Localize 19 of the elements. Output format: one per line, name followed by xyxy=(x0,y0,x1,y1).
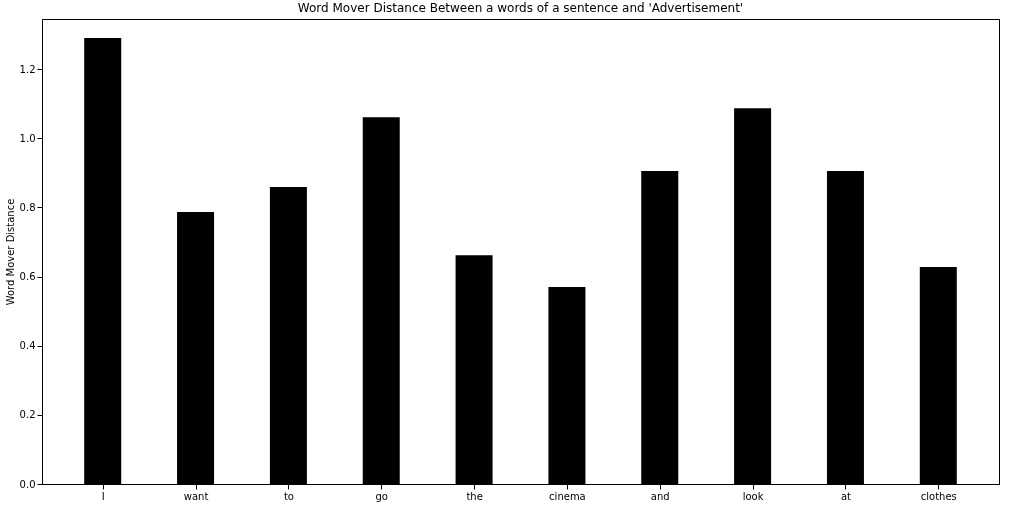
y-tick-label: 0.2 xyxy=(19,409,36,421)
chart-title: Word Mover Distance Between a words of a sentence and 'Advertisement' xyxy=(297,1,744,15)
y-tick-label: 1.0 xyxy=(19,132,36,144)
x-tick-label: at xyxy=(840,490,852,502)
y-axis-title: Word Mover Distance xyxy=(4,198,16,306)
y-tick-label: 0.6 xyxy=(19,271,36,283)
x-tick-label: I xyxy=(101,490,105,502)
y-tick-label: 0.4 xyxy=(19,340,36,352)
x-tick-label: cinema xyxy=(549,490,586,502)
x-tick-label: and xyxy=(650,490,670,502)
y-tick-label: 1.2 xyxy=(19,63,36,75)
x-tick-label: the xyxy=(466,490,483,502)
x-tick-label: look xyxy=(742,490,764,502)
x-tick-label: clothes xyxy=(920,490,957,502)
y-tick-label: 0.0 xyxy=(19,478,36,490)
x-tick-label: to xyxy=(283,490,294,502)
y-tick-label: 0.8 xyxy=(19,201,36,213)
x-tick-label: go xyxy=(375,490,388,502)
x-tick-label: want xyxy=(183,490,209,502)
